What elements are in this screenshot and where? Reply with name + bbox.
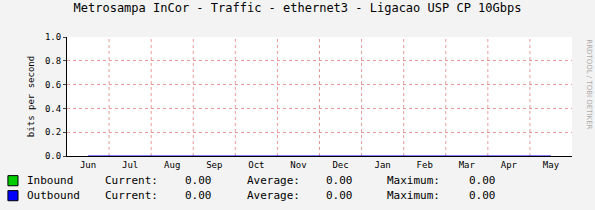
svg-text:0.00: 0.00 [326, 189, 353, 202]
svg-text:Aug: Aug [164, 160, 180, 170]
svg-text:0.00: 0.00 [185, 174, 212, 187]
svg-text:Nov: Nov [290, 160, 306, 170]
svg-text:Jun: Jun [80, 160, 96, 170]
svg-text:Dec: Dec [332, 160, 348, 170]
svg-text:0.00: 0.00 [469, 189, 496, 202]
svg-text:Average:: Average: [247, 189, 300, 202]
svg-text:Jan: Jan [374, 160, 390, 170]
svg-text:Feb: Feb [417, 160, 433, 170]
svg-text:Sep: Sep [206, 160, 222, 170]
svg-text:0.0: 0.0 [45, 151, 61, 161]
svg-text:0.2: 0.2 [45, 127, 61, 137]
svg-text:0.00: 0.00 [469, 174, 496, 187]
svg-text:Metrosampa InCor - Traffic - e: Metrosampa InCor - Traffic - ethernet3 -… [74, 1, 522, 15]
svg-text:May: May [543, 160, 560, 170]
svg-text:RRDTOOL / TOBI OETIKER: RRDTOOL / TOBI OETIKER [585, 39, 593, 129]
svg-text:Mar: Mar [459, 160, 476, 170]
svg-text:Average:: Average: [247, 174, 300, 187]
svg-text:Outbound: Outbound [27, 189, 80, 202]
svg-text:0.00: 0.00 [326, 174, 353, 187]
svg-text:Maximum:: Maximum: [387, 189, 440, 202]
svg-text:Current:: Current: [105, 189, 158, 202]
svg-text:Maximum:: Maximum: [387, 174, 440, 187]
svg-text:bits per second: bits per second [26, 56, 36, 137]
svg-text:1.0: 1.0 [45, 32, 61, 42]
svg-text:0.4: 0.4 [45, 104, 61, 114]
svg-text:Current:: Current: [105, 174, 158, 187]
svg-text:Apr: Apr [501, 160, 518, 170]
svg-text:Jul: Jul [122, 160, 138, 170]
svg-text:0.8: 0.8 [45, 56, 61, 66]
svg-text:0.6: 0.6 [45, 80, 61, 90]
svg-text:Oct: Oct [248, 160, 264, 170]
svg-text:0.00: 0.00 [185, 189, 212, 202]
svg-text:Inbound: Inbound [27, 174, 73, 187]
